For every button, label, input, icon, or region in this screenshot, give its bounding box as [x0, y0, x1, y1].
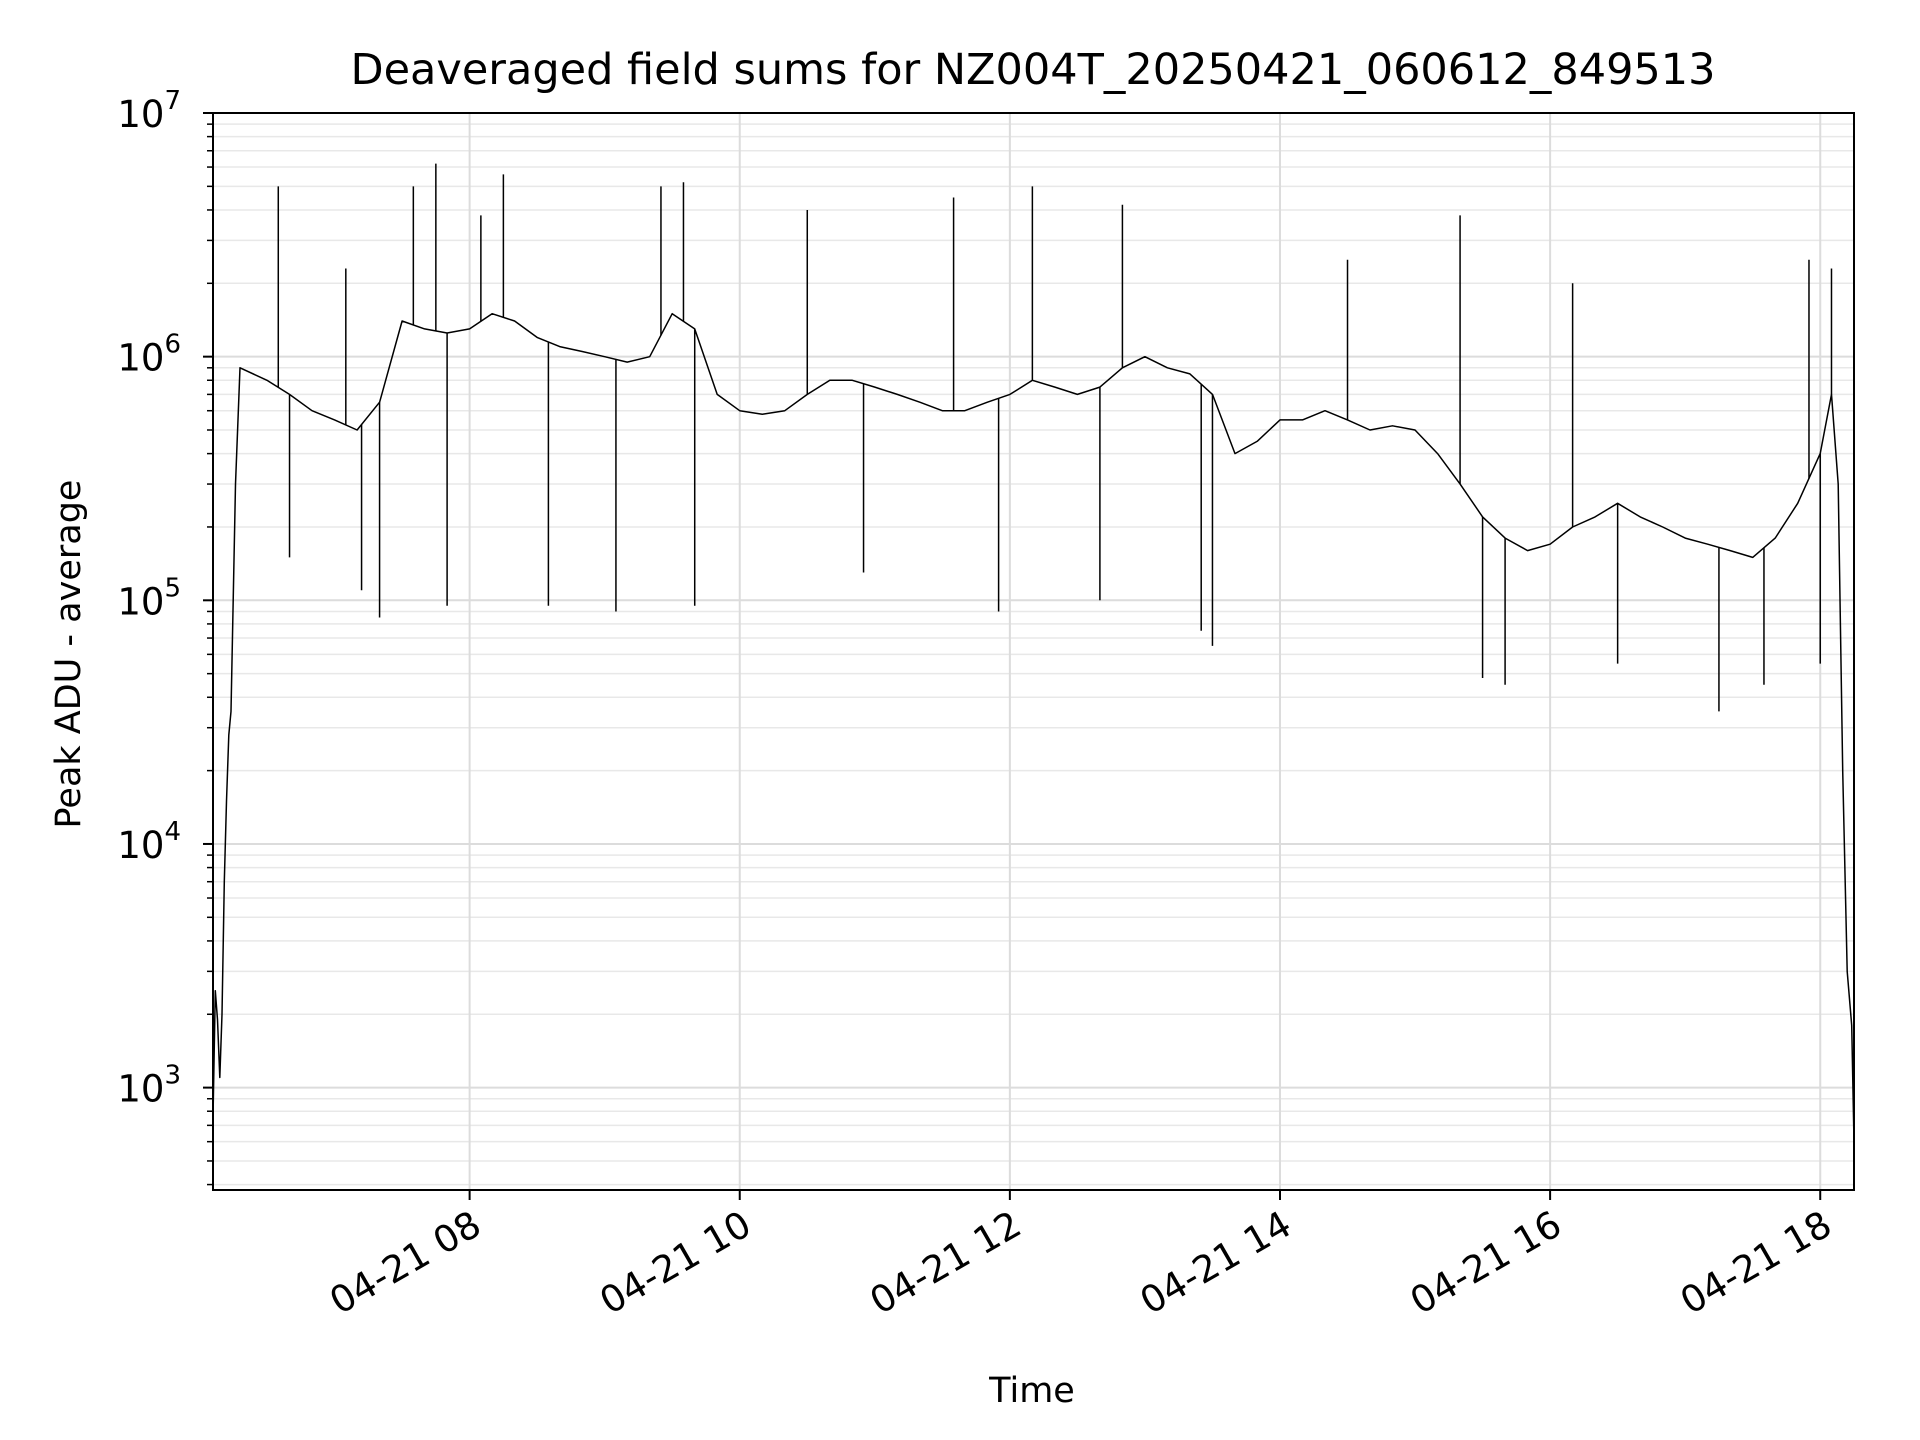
data-series: [212, 163, 1855, 1142]
y-tick-label: 104: [117, 817, 181, 867]
chart-title: Deaveraged field sums for NZ004T_2025042…: [350, 45, 1715, 95]
x-axis-label: Time: [988, 1371, 1075, 1411]
series-line: [212, 312, 1855, 1142]
y-tick-label: 103: [117, 1061, 181, 1111]
plot-frame: [212, 112, 1855, 1191]
y-axis: 103 104 105 106 107: [117, 86, 213, 1186]
y-tick-label: 107: [117, 86, 181, 136]
y-tick-label: 105: [117, 573, 181, 623]
y-axis-label: Peak ADU - average: [49, 480, 89, 829]
grid-lines: [213, 112, 1854, 1190]
y-tick-label: 106: [117, 330, 181, 380]
